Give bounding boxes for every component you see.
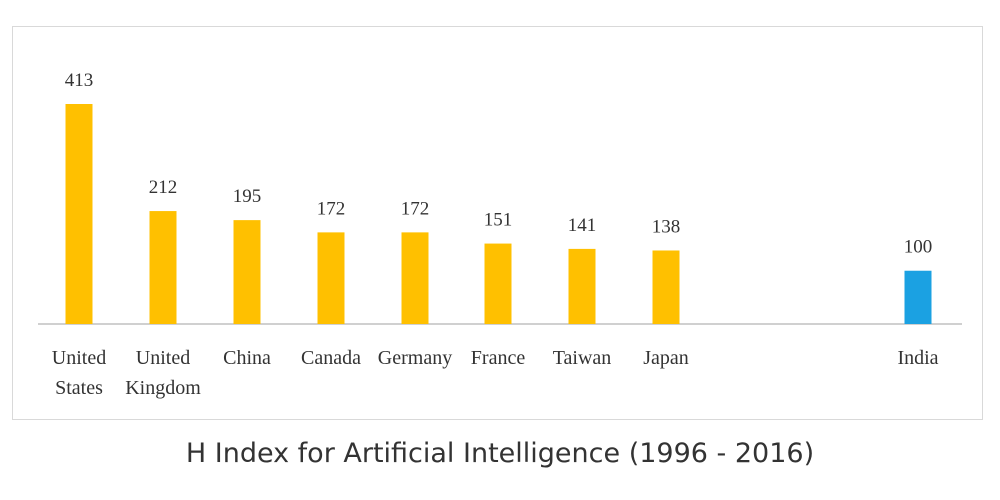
- category-label-china: China: [223, 347, 271, 369]
- bar-india: [904, 270, 932, 324]
- category-labels-group: United States United Kingdom China Canada Germ…: [52, 347, 939, 399]
- chart-title: H Index for Artificial Intelligence (199…: [185, 438, 815, 469]
- value-labels-group: 413 212 195 172 172 151 141 138 100: [65, 70, 933, 258]
- bar-canada: [317, 232, 345, 324]
- bar-united-kingdom: [149, 211, 177, 324]
- category-label-united-states-line1: United: [52, 347, 106, 369]
- value-label-united-states: 413: [65, 70, 94, 91]
- value-label-canada: 172: [317, 198, 346, 219]
- bar-taiwan: [568, 248, 596, 324]
- category-label-germany: Germany: [378, 347, 452, 369]
- category-label-united-states-line2: States: [55, 377, 103, 399]
- value-label-germany: 172: [401, 198, 430, 219]
- category-label-taiwan: Taiwan: [553, 347, 612, 369]
- bar-germany: [401, 232, 429, 324]
- bar-united-states: [65, 104, 93, 324]
- bar-france: [484, 243, 512, 324]
- value-label-china: 195: [233, 186, 262, 207]
- category-label-united-kingdom-line1: United: [136, 347, 190, 369]
- value-label-united-kingdom: 212: [149, 177, 178, 198]
- value-label-taiwan: 141: [568, 215, 597, 236]
- category-label-india: India: [897, 347, 938, 369]
- bar-japan: [652, 250, 680, 324]
- category-label-united-kingdom-line2: Kingdom: [125, 377, 201, 399]
- category-label-canada: Canada: [301, 347, 361, 369]
- bars-group: [65, 104, 932, 324]
- bar-china: [233, 220, 261, 324]
- category-label-japan: Japan: [643, 347, 689, 369]
- value-label-japan: 138: [652, 216, 681, 237]
- category-label-france: France: [471, 347, 526, 369]
- value-label-india: 100: [904, 237, 933, 258]
- value-label-france: 151: [484, 210, 513, 231]
